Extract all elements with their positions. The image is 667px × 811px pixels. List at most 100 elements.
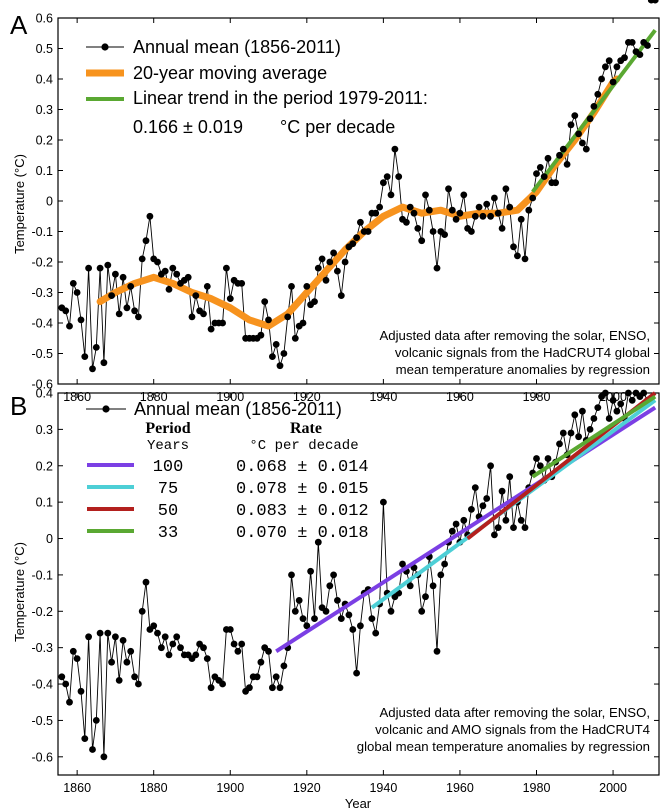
annual-mean-point: [276, 362, 284, 370]
annual-mean-point: [517, 516, 525, 524]
panel-b-x-tick-label: 1880: [140, 781, 168, 795]
annual-mean-point: [135, 313, 142, 321]
annual-mean-point: [460, 191, 468, 199]
annual-mean-point: [66, 322, 73, 330]
panel-b-y-tick-label: -0.2: [31, 605, 53, 619]
annual-mean-point: [575, 433, 582, 441]
annual-mean-point: [414, 225, 422, 232]
panel-b-y-tick-label: 0.2: [36, 459, 53, 473]
annual-mean-point: [173, 633, 181, 641]
annual-mean-point: [341, 258, 349, 266]
annual-mean-point: [448, 206, 456, 214]
annual-mean-point: [188, 313, 196, 321]
legend-trend-value: 0.166 ± 0.019: [133, 117, 243, 137]
annual-mean-point: [303, 283, 311, 290]
annual-mean-point: [536, 164, 544, 171]
annual-mean-point: [334, 597, 341, 604]
annual-mean-point: [609, 396, 617, 404]
annual-mean-point: [617, 400, 625, 408]
annual-mean-point: [142, 578, 150, 586]
annual-mean-point: [119, 273, 127, 281]
annual-mean-point: [559, 145, 567, 153]
annual-mean-point: [284, 313, 292, 321]
annotation-line: global mean temperature anomalies by reg…: [357, 739, 650, 754]
annual-mean-point: [494, 524, 502, 531]
legend-period-value: 100: [153, 458, 184, 477]
annual-mean-point: [510, 524, 517, 531]
annual-mean-point: [314, 264, 322, 272]
annual-mean-point: [131, 307, 139, 315]
annual-mean-point: [598, 75, 605, 83]
annual-mean-point: [307, 567, 314, 575]
annual-mean-point: [406, 582, 414, 590]
annual-mean-point: [602, 389, 609, 397]
annual-mean-point: [337, 292, 345, 299]
annual-mean-point: [613, 63, 621, 71]
trend-line-33-years: [531, 394, 657, 479]
annual-mean-point: [479, 212, 487, 220]
annual-mean-point: [337, 615, 345, 622]
panel-a-y-tick-label: 0.3: [36, 103, 53, 117]
annual-mean-point: [491, 531, 498, 539]
annual-mean-point: [184, 273, 192, 281]
annual-mean-point: [326, 258, 334, 266]
annual-mean-point: [77, 687, 85, 695]
annual-mean-point: [636, 51, 644, 58]
annual-mean-point: [391, 145, 399, 153]
panel-b-y-tick-label: -0.6: [31, 750, 53, 764]
annual-mean-point: [533, 170, 540, 178]
panel-a-legend: Annual mean (1856-2011) 20-year moving a…: [86, 37, 428, 137]
annual-mean-point: [479, 502, 487, 510]
annual-mean-point: [131, 673, 139, 681]
annual-mean-point: [410, 209, 418, 217]
annual-mean-point: [322, 607, 330, 615]
legend-period-value: 50: [158, 502, 178, 521]
annual-mean-point: [115, 310, 123, 318]
annual-mean-point: [586, 115, 594, 123]
panel-b-legend: Annual mean (1856-2011) Period Years Rat…: [86, 399, 369, 543]
annual-mean-point: [452, 215, 460, 223]
annual-mean-point: [288, 571, 295, 579]
annual-mean-point: [123, 304, 131, 312]
annual-mean-point: [92, 344, 100, 351]
annual-mean-point: [177, 644, 184, 652]
annual-mean-point: [104, 629, 112, 637]
annual-mean-point: [368, 615, 376, 622]
panel-b-x-tick-label: 2000: [599, 781, 627, 795]
annual-mean-point: [154, 258, 161, 266]
annual-mean-point: [605, 415, 613, 422]
annual-mean-point: [579, 139, 586, 147]
annual-mean-point: [494, 209, 502, 217]
panel-a-letter: A: [10, 10, 28, 40]
legend-period-value: 75: [158, 480, 178, 499]
annual-mean-point: [311, 298, 318, 305]
annual-mean-point: [429, 582, 437, 590]
annual-mean-point: [138, 255, 146, 263]
panel-b-y-tick-label: 0.4: [36, 387, 53, 401]
annual-mean-point: [169, 264, 177, 272]
annual-mean-point: [272, 341, 280, 348]
annual-mean-point: [483, 200, 491, 208]
panel-b-x-tick-label: 1940: [369, 781, 397, 795]
annual-mean-point: [322, 276, 330, 284]
annual-mean-point: [353, 234, 360, 242]
annual-mean-point: [73, 289, 81, 296]
annual-mean-point: [487, 462, 494, 470]
annual-mean-point: [357, 218, 364, 226]
annual-mean-point: [364, 228, 372, 235]
annual-mean-point: [108, 292, 115, 299]
annual-mean-point: [169, 640, 177, 648]
annual-mean-point: [517, 215, 525, 223]
panel-a-data: [58, 0, 659, 373]
panel-a-y-tick-label: -0.6: [31, 378, 53, 392]
linear-trend-line: [531, 28, 657, 194]
annual-mean-point: [441, 560, 448, 568]
panel-b-x-tick-label: 1920: [293, 781, 321, 795]
annual-mean-point: [261, 298, 269, 305]
panel-a-y-tick-label: -0.2: [31, 256, 53, 270]
panel-b-letter: B: [10, 391, 27, 421]
annual-mean-point: [127, 647, 135, 655]
annual-mean-point: [104, 261, 112, 269]
annual-mean-point: [96, 264, 104, 272]
